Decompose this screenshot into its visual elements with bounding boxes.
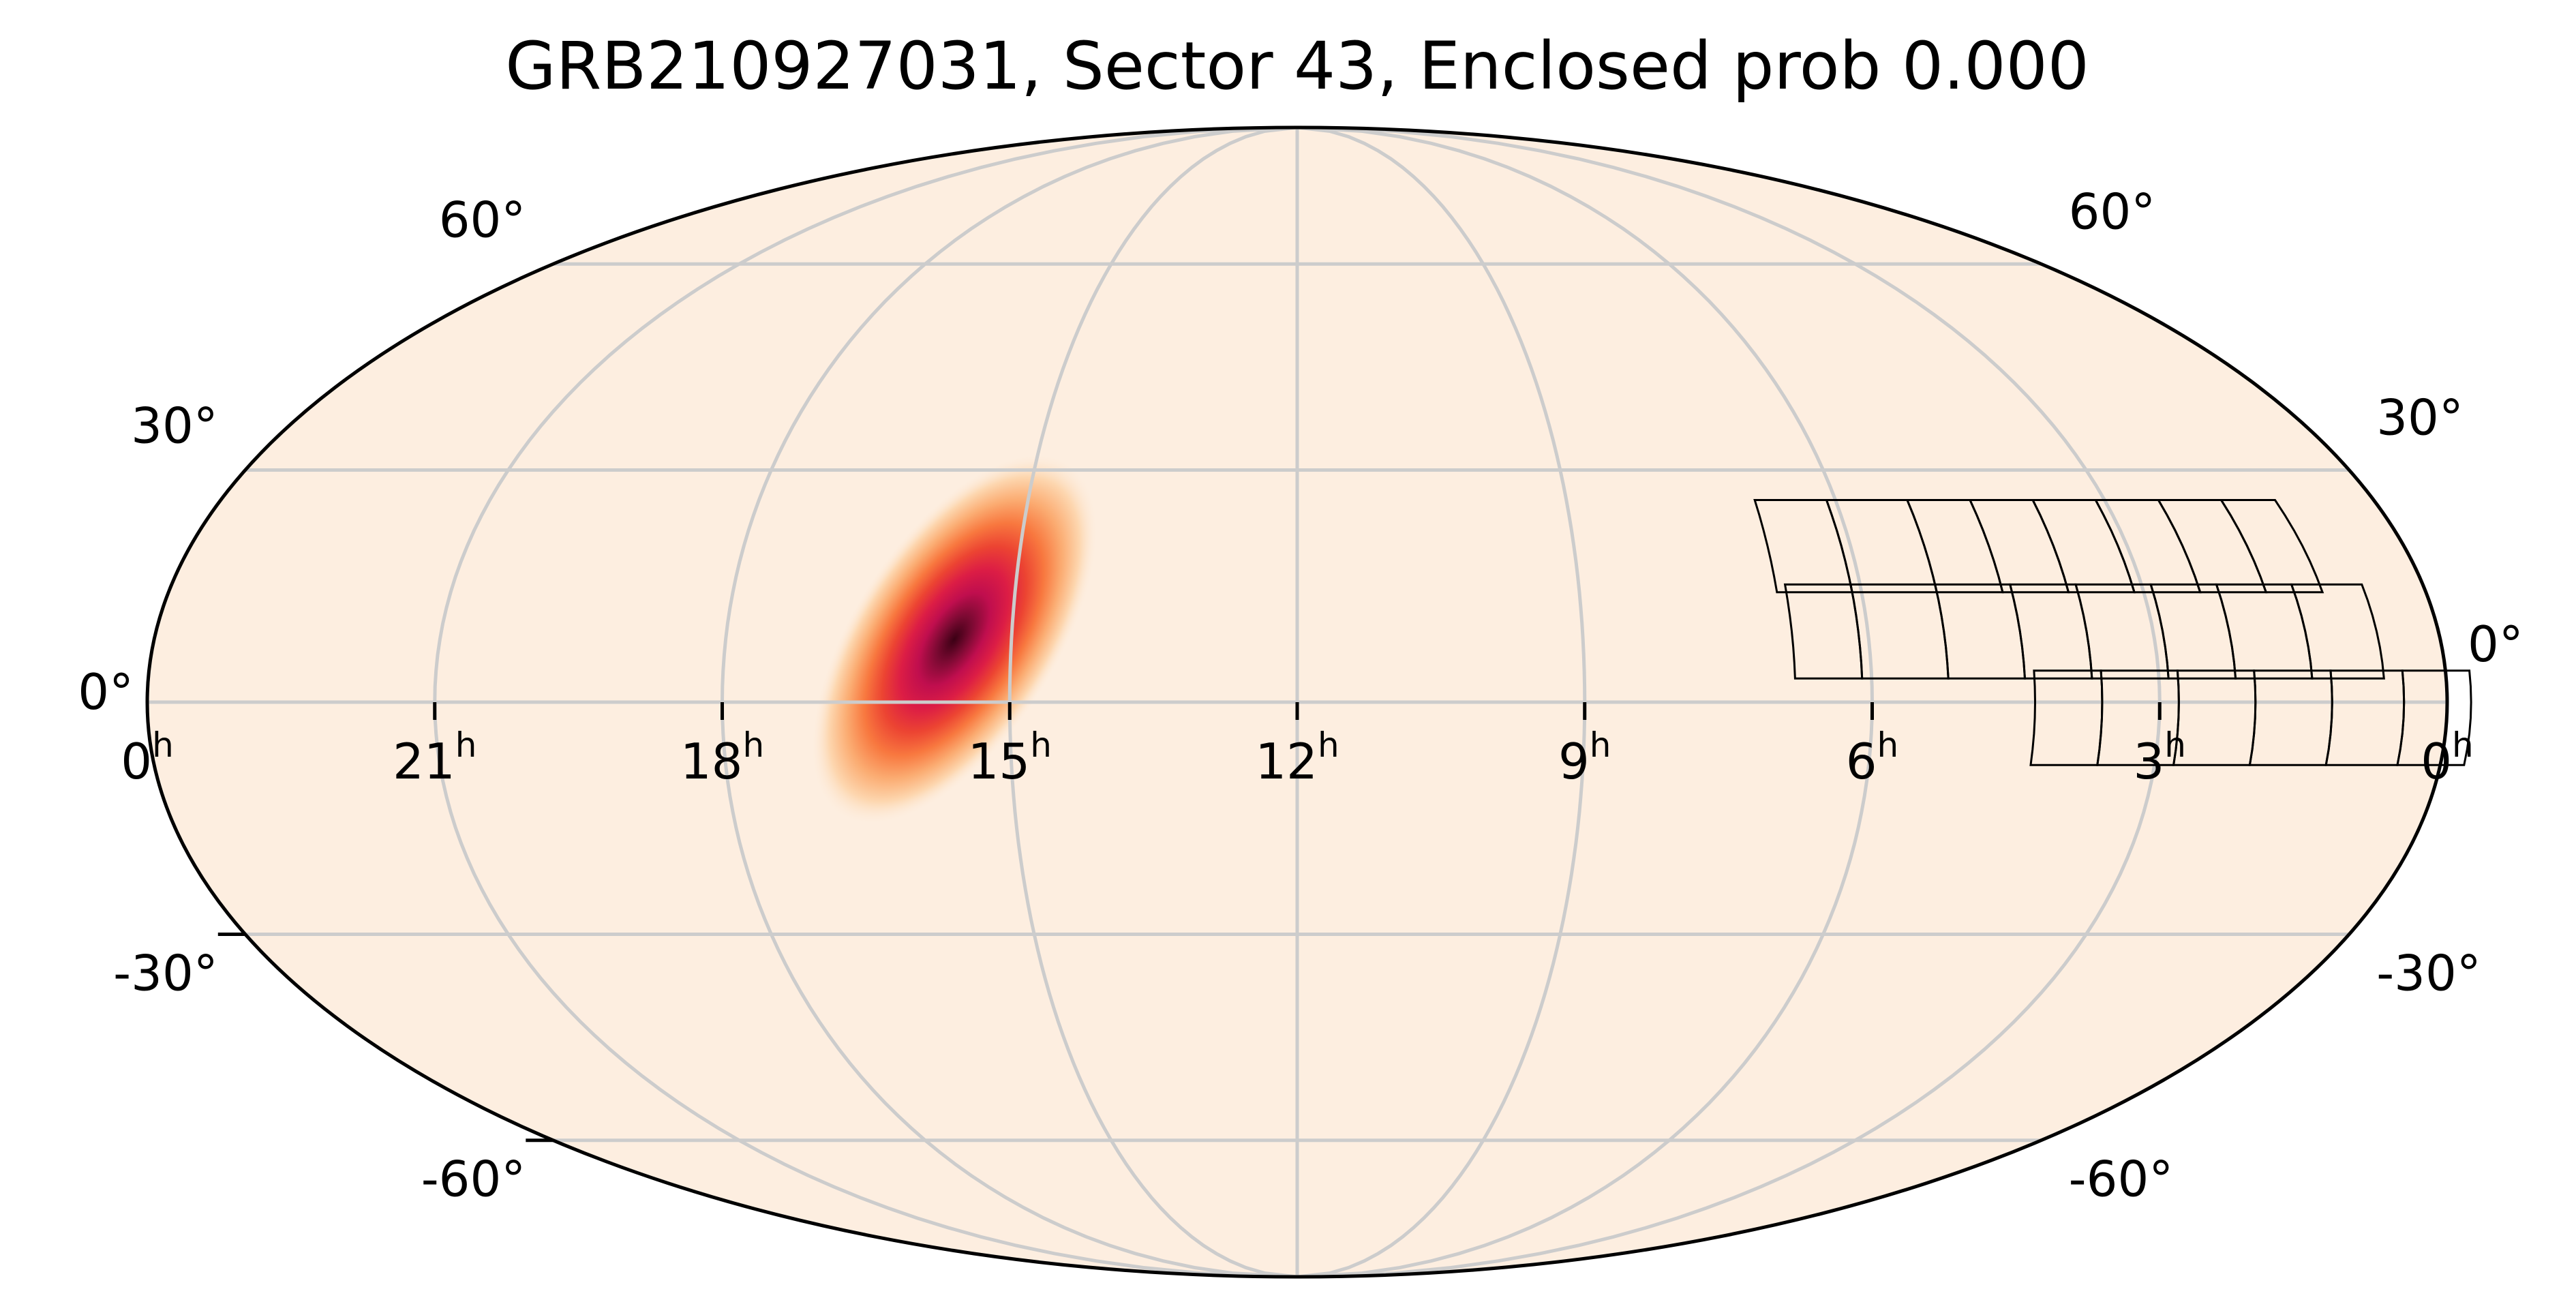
- probability-blob: [810, 453, 1098, 826]
- sky-border: [145, 125, 2449, 1279]
- chart-title: GRB210927031, Sector 43, Enclosed prob 0…: [505, 28, 2089, 104]
- dec-tick-label-left: -60°: [421, 1151, 526, 1208]
- dec-tick-label-left: -30°: [113, 945, 218, 1002]
- sector-tile: [2219, 499, 2324, 594]
- ra-tick-label: 6h: [1846, 725, 1899, 790]
- ra-tick-label: 12h: [1255, 725, 1339, 790]
- dec-tick-label-left: 60°: [439, 191, 526, 248]
- ra-tick-label: 9h: [1558, 725, 1611, 790]
- ra-tick-label: 0h: [2421, 725, 2474, 790]
- sector-tile: [2290, 583, 2385, 680]
- dec-tick-label-right: -60°: [2069, 1151, 2174, 1208]
- dec-tick-label-right: -30°: [2376, 945, 2481, 1002]
- axis-ticks: 0h 21h 18h 15h 12h 9h 6h 3h 0h 60° 60° 30° 30° 0° 0° -3…: [78, 183, 2524, 1207]
- ra-tick-label: 18h: [680, 725, 764, 790]
- dec-tick-label-left: 0°: [78, 663, 134, 721]
- dec-tick-label-left: 30°: [131, 397, 218, 454]
- dec-tick-label-right: 0°: [2468, 616, 2524, 673]
- sector-footprint: [1753, 499, 2472, 766]
- ra-tick-label: 0h: [121, 725, 174, 790]
- probability-layer: [810, 453, 1098, 826]
- ra-tick-label: 21h: [393, 725, 476, 790]
- ra-tick-label: 15h: [968, 725, 1052, 790]
- dec-tick-label-right: 30°: [2376, 389, 2464, 446]
- ra-tick-label: 3h: [2133, 725, 2186, 790]
- dec-tick-label-right: 60°: [2069, 183, 2156, 240]
